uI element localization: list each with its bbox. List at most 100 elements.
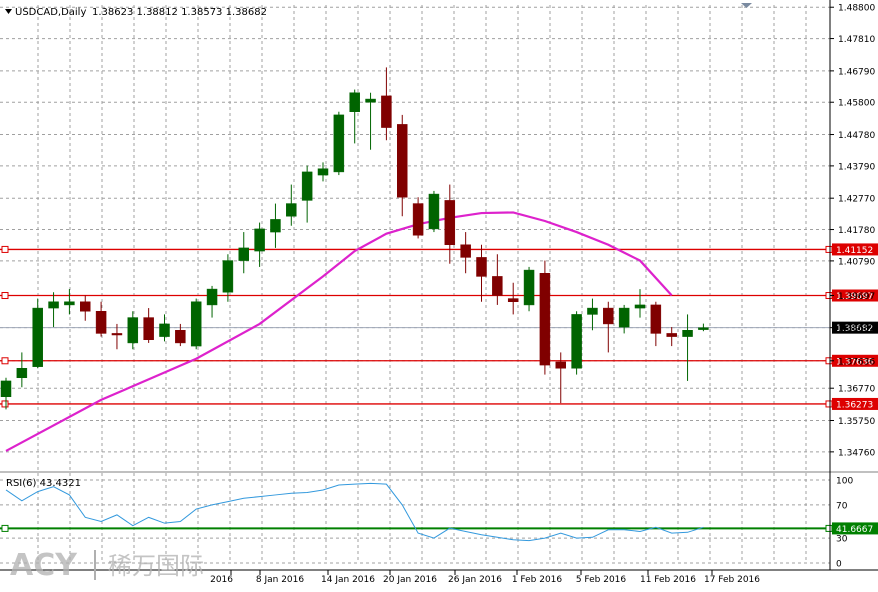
rsi-title: RSI(6) 43.4321: [6, 478, 81, 489]
price-tick-label: 1.48800: [838, 4, 875, 14]
rsi-tick-label: 30: [836, 535, 848, 545]
candle-bull: [333, 114, 345, 173]
candle-bull: [428, 193, 440, 230]
candle-bear: [397, 124, 408, 198]
candle-bear: [381, 95, 392, 128]
price-tick-label: 1.41780: [838, 226, 875, 236]
candles: [0, 67, 709, 410]
rsi-level-handle[interactable]: [825, 524, 833, 532]
current-price-label: 1.38682: [836, 324, 873, 334]
level-handle[interactable]: [1, 245, 9, 253]
level-label: 1.37636: [836, 357, 873, 367]
price-tick-label: 1.39697: [838, 292, 875, 302]
candle-bull: [698, 327, 709, 330]
x-axis-label: 17 Feb 2016: [704, 575, 760, 585]
candle-bull: [365, 98, 376, 103]
level-tag: [832, 243, 878, 256]
level-tag: [832, 397, 878, 410]
price-tick-label: 1.35750: [838, 417, 875, 427]
candle-bear: [412, 203, 424, 236]
price-tick-label: 1.43790: [838, 162, 875, 172]
rsi-tick-label: 70: [836, 501, 848, 511]
price-tick-label: 1.47810: [838, 35, 875, 45]
level-label: 1.41152: [836, 246, 873, 256]
candle-bull: [254, 228, 265, 252]
level-tag: [832, 289, 878, 302]
candle-bull: [222, 260, 234, 293]
ohlc-readout: 1.38623 1.38812 1.38573 1.38682: [92, 7, 267, 18]
candle-bear: [666, 333, 677, 337]
current-price-tag: [832, 321, 878, 334]
rsi-level-handle[interactable]: [1, 524, 9, 532]
rsi-tick-label: 100: [836, 477, 853, 487]
candle-bull: [16, 368, 28, 379]
level-tag: [832, 354, 878, 367]
rsi-tick-label: 0: [836, 560, 842, 570]
x-axis-label: 8 Jan 2016: [256, 575, 304, 585]
candle-bull: [270, 219, 281, 233]
candle-bull: [238, 247, 249, 261]
candle-bull: [317, 168, 329, 176]
level-handle[interactable]: [1, 292, 9, 300]
price-tick-label: 1.44780: [838, 131, 875, 141]
symbol-label: USDCAD,Daily: [15, 7, 86, 18]
watermark-chinese: 稀万国际: [108, 552, 204, 580]
candle-bear: [143, 317, 154, 341]
candle-bear: [539, 272, 551, 366]
candle-bull: [32, 307, 43, 367]
candle-bull: [190, 301, 202, 347]
candle-bear: [444, 200, 456, 245]
rsi-panel: 41.6667: [0, 482, 878, 542]
price-tick-label: 1.36770: [838, 385, 875, 395]
candle-bear: [80, 301, 91, 312]
price-tick-label: 1.42770: [838, 195, 875, 205]
horizontal-levels[interactable]: 1.41152 1.39697 1.37636 1.36273 1.38682: [0, 243, 878, 410]
candle-bull: [301, 171, 313, 201]
candle-bull: [206, 288, 218, 306]
x-axis-label: 2016: [210, 575, 233, 585]
rsi-line: [5, 482, 704, 542]
level-label: 1.39697: [836, 292, 873, 302]
candle-bull: [571, 314, 582, 369]
candle-bull: [159, 323, 170, 337]
candle-bull: [587, 307, 598, 315]
candle-bear: [476, 257, 487, 277]
candle-bull: [286, 203, 297, 217]
level-handle[interactable]: [1, 357, 9, 365]
level-handle[interactable]: [1, 400, 9, 408]
candle-bull: [127, 317, 139, 344]
price-tick-label: 1.38682: [838, 324, 875, 334]
x-axis-label: 11 Feb 2016: [640, 575, 696, 585]
candle-bear: [95, 311, 107, 334]
candle-bear: [650, 304, 662, 334]
candle-bull: [64, 301, 75, 306]
watermark-brand: ACY: [10, 548, 78, 583]
candle-bear: [460, 244, 471, 258]
candle-bear: [175, 330, 186, 344]
rsi-level-label: 41.6667: [836, 525, 873, 535]
candle-bull: [618, 307, 630, 328]
candle-bull: [349, 92, 360, 112]
candle-bull: [48, 301, 59, 309]
chart-shift-icon[interactable]: [741, 3, 752, 8]
price-tick-label: 1.40790: [838, 257, 875, 267]
candle-bear: [111, 333, 123, 336]
level-handle[interactable]: [825, 245, 833, 253]
x-axis-label: 5 Feb 2016: [576, 575, 627, 585]
x-axis-label: 1 Feb 2016: [512, 575, 563, 585]
price-tick-label: 1.45800: [838, 99, 875, 109]
price-tick-label: 1.37636: [838, 357, 875, 367]
price-tick-label: 1.34760: [838, 448, 875, 458]
candle-bear: [492, 276, 503, 296]
price-tick-label: 1.46790: [838, 67, 875, 77]
candle-bear: [555, 361, 566, 369]
candle-bull: [523, 269, 535, 306]
candle-bear: [507, 298, 519, 302]
candle-bull: [634, 304, 646, 309]
symbol-dropdown-icon[interactable]: [5, 9, 12, 14]
level-handle[interactable]: [825, 400, 833, 408]
